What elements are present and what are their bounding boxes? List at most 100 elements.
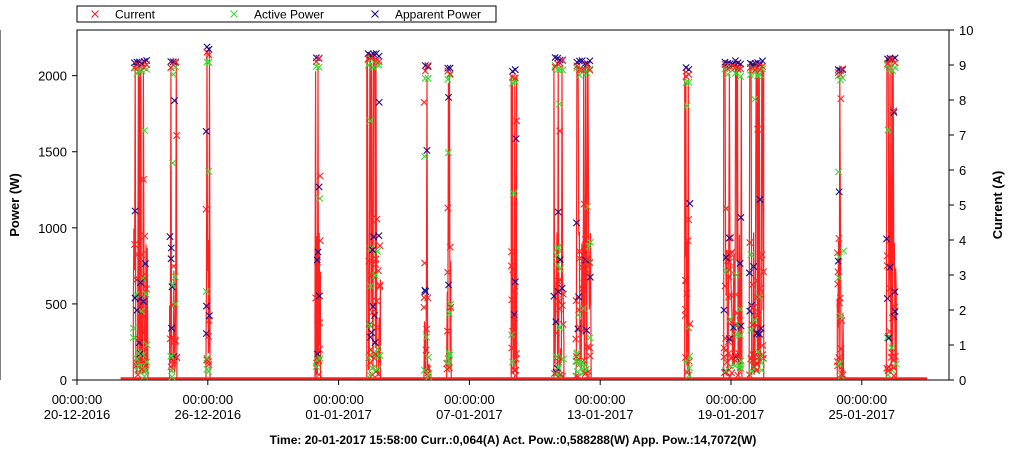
active-power-marker [684,323,693,331]
active-power-marker [585,242,593,251]
low-level-marker [581,369,590,378]
current-marker [314,271,322,279]
active-power-marker [888,344,896,352]
current-marker [580,256,588,264]
current-marker [130,64,139,72]
apparent-power-marker [169,58,177,66]
current-marker [754,311,762,319]
current-marker [586,259,594,267]
y-right-tick-label: 8 [959,93,966,108]
current-marker [684,237,692,245]
low-level-marker [511,372,520,380]
low-level-marker [682,353,690,362]
low-level-marker [685,364,693,372]
low-level-marker [559,355,568,363]
active-power-marker [835,253,843,261]
active-period-14 [883,54,900,380]
current-marker [883,252,891,260]
legend-marker-2 [371,10,379,18]
current-marker [891,59,899,67]
apparent-power-marker [445,281,453,289]
apparent-power-marker [140,57,148,66]
low-level-marker [445,349,453,357]
active-power-marker [366,282,375,290]
low-level-marker [745,371,754,379]
current-trace [314,68,322,379]
current-marker [575,247,583,256]
current-marker [554,59,562,68]
low-level-marker [554,358,562,366]
current-marker [837,95,845,103]
x-tick-time: 00:00:00 [706,392,757,407]
active-power-marker [884,126,892,134]
active-power-marker [169,281,177,289]
x-tick-date: 19-01-2017 [698,407,765,422]
current-marker [681,276,690,284]
active-power-marker [371,272,380,280]
current-marker [446,243,454,251]
active-power-marker [554,243,562,251]
active-power-marker [840,247,848,255]
current-marker [583,254,592,262]
current-marker [758,62,767,70]
apparent-power-marker [737,322,745,330]
y-right-tick-label: 0 [959,373,966,388]
current-marker [732,290,740,299]
current-marker [837,345,845,353]
y-right-tick-label: 10 [959,23,973,38]
current-marker [572,335,580,343]
current-marker [722,204,730,213]
low-level-marker [169,356,177,364]
apparent-power-marker [757,324,765,332]
x-axis: 00:00:0020-12-201600:00:0026-12-201600:0… [44,380,895,422]
current-marker [754,125,762,133]
active-power-marker [835,168,843,176]
x-tick-date: 20-12-2016 [44,407,111,422]
current-marker [685,70,693,79]
apparent-power-marker [139,297,148,306]
current-marker [166,335,174,343]
current-marker [725,258,734,266]
active-power-marker [169,159,177,167]
current-marker [141,312,149,320]
low-level-marker [722,367,730,375]
current-marker [575,254,584,262]
y-right-tick-label: 6 [959,163,966,178]
apparent-power-marker [421,286,429,294]
current-marker [721,282,729,290]
current-marker [724,293,733,301]
current-marker [737,65,745,73]
low-level-marker [136,362,145,370]
active-power-marker [316,194,324,203]
low-level-marker [754,353,763,361]
low-level-marker [892,360,900,368]
current-marker [583,61,591,69]
low-level-marker [726,372,734,381]
x-tick-date: 07-01-2017 [436,407,503,422]
current-marker [749,281,757,289]
current-marker [749,303,758,311]
apparent-power-marker [554,287,562,296]
current-marker [423,325,431,333]
low-level-marker [446,351,454,359]
apparent-power-marker [369,246,377,254]
current-marker [312,294,320,302]
low-level-marker [759,351,767,359]
apparent-power-marker [883,235,891,243]
low-level-marker [315,357,323,365]
apparent-power-marker [720,306,728,314]
current-trace [205,46,211,379]
current-marker [580,200,588,208]
current-marker [511,287,519,295]
current-marker [421,67,429,75]
active-power-marker [423,333,431,341]
apparent-power-marker [891,288,899,296]
apparent-power-marker [556,256,564,264]
low-level-marker [720,369,729,377]
y-right-tick-label: 3 [959,268,966,283]
y-right-tick-label: 4 [959,233,966,248]
active-power-marker [373,247,382,256]
active-power-marker [834,72,842,80]
current-marker [736,317,744,325]
